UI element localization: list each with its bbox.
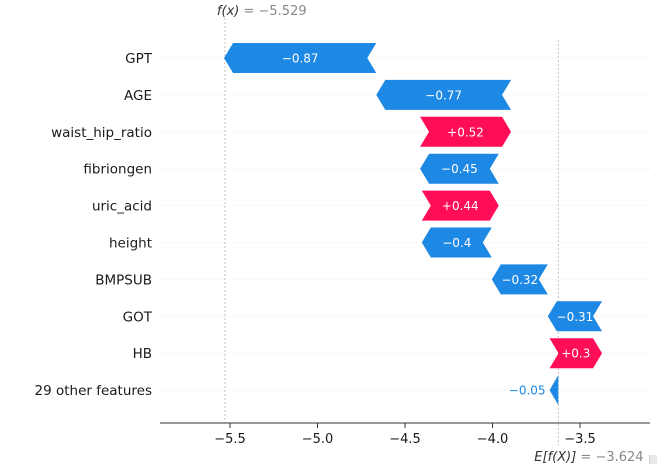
waterfall-bar-8 [549, 338, 603, 369]
x-tick-label: −4.0 [477, 432, 509, 447]
waterfall-bar-5 [421, 227, 492, 258]
ex-value: = −3.624 [576, 450, 643, 465]
bar-value-label-7: −0.31 [557, 310, 594, 324]
x-tick-label: −3.5 [564, 432, 596, 447]
waterfall-bar-6 [491, 264, 548, 295]
feature-label-5: height [109, 236, 152, 252]
feature-label-8: HB [133, 346, 152, 362]
bar-value-label-9: −0.05 [509, 384, 546, 398]
bar-value-label-1: −0.77 [425, 88, 462, 102]
bar-value-label-3: −0.45 [441, 162, 478, 176]
waterfall-bar-2 [420, 116, 512, 147]
feature-label-2: waist_hip_ratio [51, 125, 152, 141]
feature-label-7: GOT [123, 309, 153, 325]
feature-label-1: AGE [124, 88, 152, 104]
waterfall-bar-9 [549, 375, 559, 406]
bar-value-label-8: +0.3 [561, 347, 590, 361]
waterfall-bar-0 [224, 43, 377, 73]
x-tick-label: −5.0 [302, 432, 334, 447]
feature-label-9: 29 other features [35, 383, 153, 399]
fx-value: = −5.529 [239, 4, 306, 19]
bar-value-label-5: −0.4 [442, 236, 471, 250]
waterfall-bar-1 [376, 79, 512, 110]
x-tick-label: −5.5 [214, 432, 246, 447]
x-tick-label: −4.5 [389, 432, 421, 447]
ex-annotation: E[f(X)] = −3.624 [534, 450, 643, 465]
feature-label-6: BMPSUB [95, 272, 152, 288]
ex-label: E[f(X)] [534, 450, 576, 465]
fx-annotation: f(x) = −5.529 [217, 4, 307, 19]
waterfall-bar-4 [421, 190, 499, 221]
feature-label-4: uric_acid [92, 199, 152, 215]
bar-value-label-6: −0.32 [501, 273, 538, 287]
feature-label-3: fibriongen [83, 162, 152, 178]
bar-value-label-2: +0.52 [447, 125, 484, 139]
feature-label-0: GPT [125, 51, 153, 67]
resize-handle[interactable] [649, 455, 657, 464]
bar-value-label-0: −0.87 [282, 52, 319, 66]
fx-label: f(x) [217, 4, 239, 19]
waterfall-bar-7 [547, 301, 603, 332]
bar-value-label-4: +0.44 [442, 199, 479, 213]
waterfall-bar-3 [420, 153, 499, 184]
